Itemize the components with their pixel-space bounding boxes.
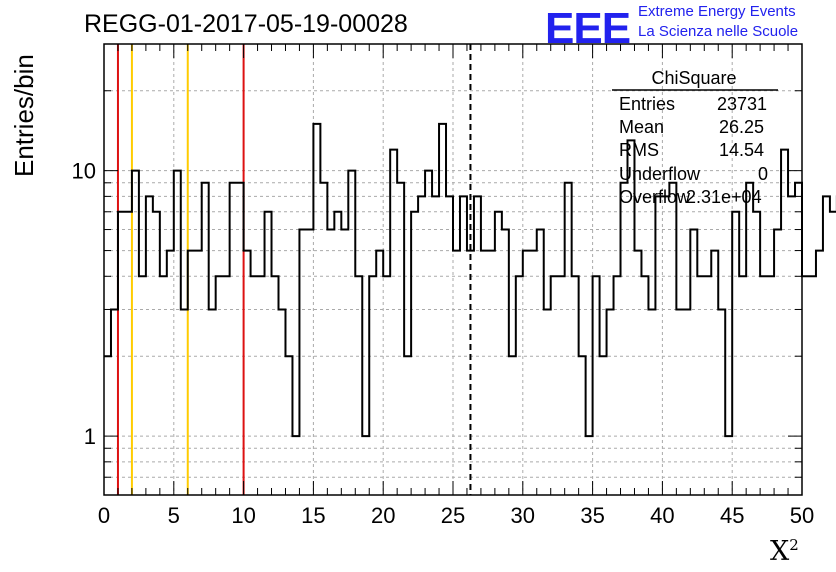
x-tick-label: 45 [720,503,744,528]
y-tick-label: 1 [84,424,96,449]
x-axis-label: X2 [770,536,799,567]
stat-label-mean: Mean [619,117,665,137]
x-tick-label: 15 [301,503,325,528]
x-tick-label: 20 [371,503,395,528]
x-tick-label: 40 [650,503,674,528]
brand-line-1: Extreme Energy Events [638,3,796,20]
y-axis-label: Entries/bin [9,54,39,177]
y-tick-label: 10 [72,159,96,184]
brand-line-2: La Scienza nelle Scuole [638,23,799,40]
x-tick-label: 0 [98,503,110,528]
chart-title: REGG-01-2017-05-19-00028 [84,10,408,38]
stat-value-entries: 23731 [717,94,768,114]
x-tick-label: 50 [790,503,814,528]
stat-value-rms: 14.54 [719,140,765,160]
stat-label-underflow: Underflow [619,164,701,184]
x-tick-label: 25 [441,503,465,528]
stat-value-underflow: 0 [758,164,769,184]
x-axis-label-text: X [770,536,790,567]
histogram-series [104,122,836,438]
stats-box-title: ChiSquare [651,68,737,88]
x-tick-label: 10 [231,503,255,528]
stat-label-rms: RMS [619,140,659,160]
x-tick-label: 5 [168,503,180,528]
x-tick-label: 30 [511,503,535,528]
stat-value-overflow: 2.31e+04 [686,187,762,207]
x-axis-label-sup: 2 [789,536,799,554]
stat-label-overflow: Overflow [619,187,691,207]
eee-logo: EEE [545,4,631,53]
x-tick-label: 35 [580,503,604,528]
stat-value-mean: 26.25 [719,117,765,137]
stat-label-entries: Entries [619,94,676,114]
